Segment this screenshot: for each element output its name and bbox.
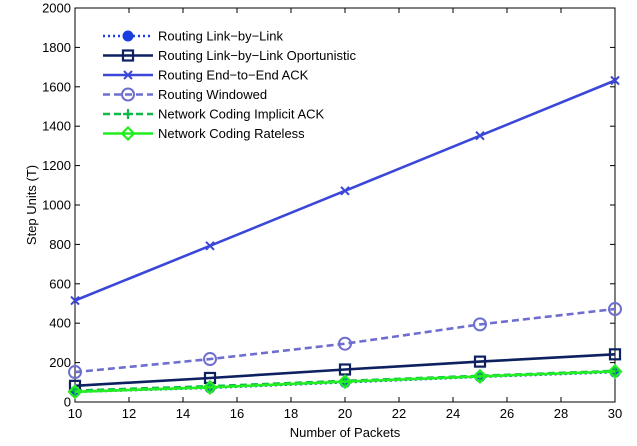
series-line [74, 370, 616, 394]
data-point [472, 368, 488, 384]
legend-item: Routing End−to−End ACK [103, 68, 309, 83]
x-axis-label: Number of Packets [290, 425, 401, 440]
x-tick-label: 30 [608, 406, 622, 421]
x-tick-label: 28 [554, 406, 568, 421]
y-tick-label: 200 [49, 355, 71, 370]
legend-label: Routing Windowed [158, 87, 267, 102]
y-tick-label: 1400 [42, 119, 71, 134]
y-tick-label: 2000 [42, 1, 71, 16]
series-line [74, 307, 616, 374]
series-6 [67, 363, 623, 400]
series-layer [67, 75, 623, 400]
data-point [340, 186, 350, 196]
y-tick-label: 1600 [42, 79, 71, 94]
x-tick-label: 20 [338, 406, 352, 421]
data-point [608, 348, 622, 361]
legend-marker [121, 87, 135, 102]
y-axis-label: Step Units (T) [24, 165, 39, 245]
data-point [68, 365, 82, 380]
data-point [608, 302, 622, 317]
legend-marker [120, 125, 136, 142]
legend-marker [123, 70, 133, 80]
series-line [74, 353, 616, 388]
legend-label: Routing End−to−End ACK [158, 68, 309, 83]
x-tick-label: 24 [446, 406, 460, 421]
data-point [473, 317, 487, 332]
data-point [338, 336, 352, 351]
x-tick-label: 26 [500, 406, 514, 421]
y-axis: 0 200 400 600 800 1000 1200 1400 1600 1800 2000 [42, 1, 615, 410]
y-tick-label: 400 [49, 316, 71, 331]
data-point [205, 241, 215, 251]
series-4 [68, 302, 622, 380]
legend-label: Network Coding Implicit ACK [158, 107, 324, 122]
x-tick-label: 12 [122, 406, 136, 421]
legend-item: Network Coding Rateless [103, 125, 305, 142]
legend-marker [121, 49, 135, 62]
y-tick-label: 1200 [42, 158, 71, 173]
legend-label: Routing Link−by−Link Oportunistic [158, 48, 357, 63]
x-tick-label: 14 [176, 406, 190, 421]
legend: Routing Link−by−Link Routing Link−by−Link… [98, 26, 366, 150]
x-tick-label: 22 [392, 406, 406, 421]
y-tick-label: 1000 [42, 198, 71, 213]
data-point [70, 295, 80, 306]
x-axis: 10 12 14 16 18 20 22 24 26 28 30 [68, 8, 622, 421]
legend-item: Routing Windowed [103, 87, 267, 102]
x-tick-label: 16 [230, 406, 244, 421]
y-tick-label: 0 [64, 395, 71, 410]
data-point [67, 384, 83, 400]
x-tick-label: 18 [284, 406, 298, 421]
series-3 [70, 75, 620, 306]
legend-item: Network Coding Implicit ACK [103, 107, 324, 122]
data-point [337, 374, 353, 390]
data-point [473, 355, 487, 368]
legend-item: Routing Link−by−Link Oportunistic [103, 48, 357, 63]
data-point [607, 363, 623, 380]
y-tick-label: 800 [49, 237, 71, 252]
y-tick-label: 600 [49, 276, 71, 291]
legend-label: Routing Link−by−Link [158, 29, 284, 44]
data-point [475, 130, 485, 141]
legend-item: Routing Link−by−Link [103, 29, 284, 44]
data-point [610, 75, 620, 86]
legend-label: Network Coding Rateless [158, 126, 305, 141]
legend-marker [123, 109, 133, 119]
legend-marker [122, 30, 134, 42]
data-point [202, 379, 218, 395]
y-tick-label: 1800 [42, 40, 71, 55]
legend-box [98, 26, 366, 150]
data-point [203, 352, 217, 367]
x-tick-label: 10 [68, 406, 82, 421]
